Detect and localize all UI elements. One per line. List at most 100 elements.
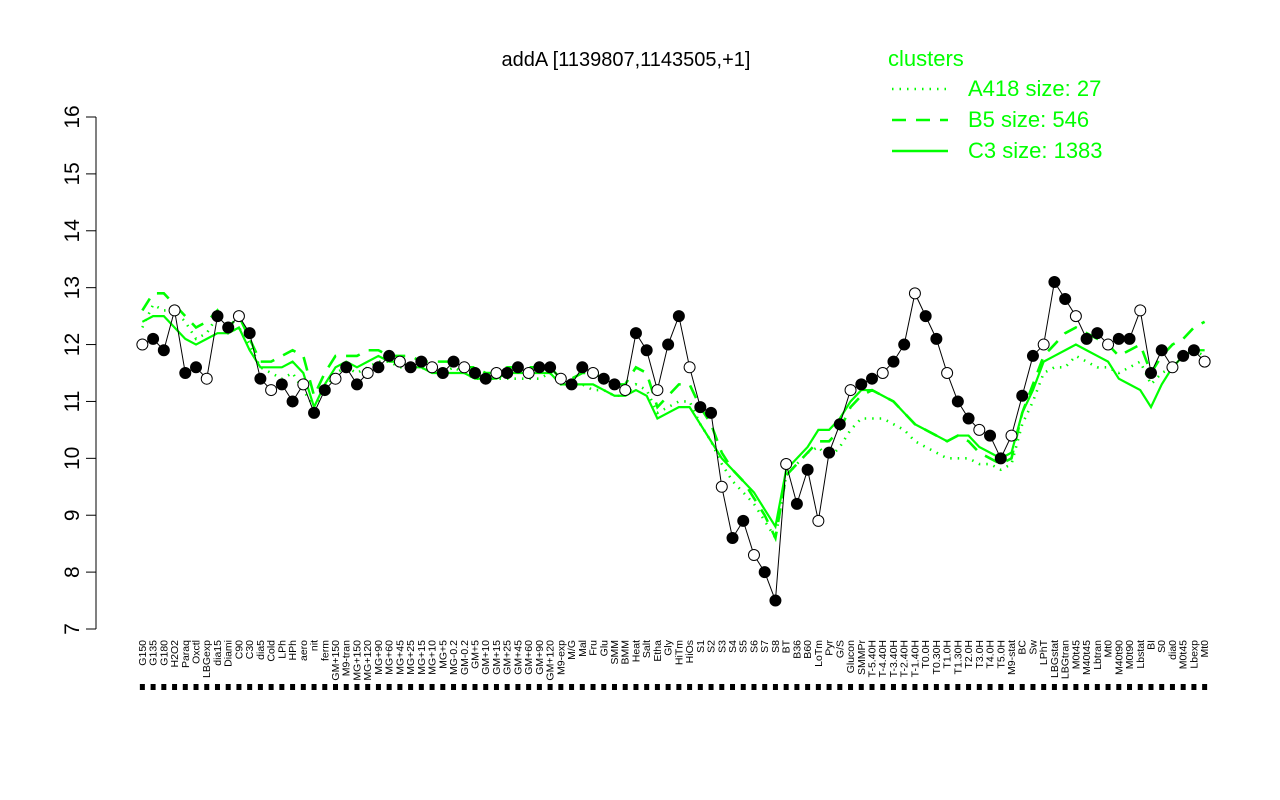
points-layer <box>136 275 1211 607</box>
data-point <box>984 429 997 442</box>
data-point <box>608 378 621 391</box>
x-tick-label: MG+120 <box>362 640 374 681</box>
data-point <box>1177 349 1190 362</box>
rug-mark <box>493 684 499 690</box>
x-tick-label: GM+90 <box>534 640 546 675</box>
data-point <box>1155 344 1168 357</box>
x-tick-label: G135 <box>148 640 160 666</box>
x-tick-label: GM+60 <box>523 640 535 675</box>
rug-mark <box>182 684 188 690</box>
x-tick-label: S6 <box>748 640 760 653</box>
data-point <box>866 372 879 385</box>
data-point <box>672 310 685 323</box>
data-point <box>876 367 889 379</box>
rug-mark <box>676 684 682 690</box>
x-tick-label: BMM <box>620 640 632 665</box>
x-tick-label: M0t90 <box>1124 640 1136 669</box>
rug-mark <box>408 684 414 690</box>
data-point <box>286 395 299 408</box>
data-point <box>683 361 696 374</box>
data-point <box>243 327 256 340</box>
x-tick-label: Gly <box>663 639 675 656</box>
data-point <box>404 361 417 374</box>
y-tick-label: 14 <box>61 219 84 243</box>
data-point <box>941 367 954 379</box>
x-tick-label: MG+10 <box>427 640 439 675</box>
data-point <box>190 361 203 374</box>
data-point <box>887 355 900 368</box>
data-point <box>1026 349 1039 362</box>
rug-mark <box>311 684 317 690</box>
data-point <box>769 594 782 607</box>
rug-mark <box>998 684 1004 690</box>
data-point <box>790 497 803 510</box>
rug-mark <box>633 684 639 690</box>
x-tick-label: BT <box>781 639 793 653</box>
rug-mark <box>1180 684 1186 690</box>
x-tick-label: SMMPr <box>856 640 868 676</box>
x-tick-label: C90 <box>233 640 245 659</box>
rug-mark <box>665 684 671 690</box>
series-line-dashed <box>141 292 1206 543</box>
x-tick-label: Pyr <box>824 639 836 655</box>
rug-mark <box>547 684 553 690</box>
data-point <box>447 355 460 368</box>
rug-mark <box>815 684 821 690</box>
rug-mark <box>354 684 360 690</box>
rug-mark <box>429 684 435 690</box>
rug-mark <box>204 684 210 690</box>
rug-mark <box>161 684 167 690</box>
x-tick-label: M40t90 <box>1113 640 1125 675</box>
rug-mark <box>1148 684 1154 690</box>
rug-mark <box>590 684 596 690</box>
series-line-addA <box>142 280 1205 601</box>
rug-mark <box>654 684 660 690</box>
rug-mark <box>955 684 961 690</box>
y-tick-label: 16 <box>61 105 84 128</box>
rug-mark <box>1062 684 1068 690</box>
rug-mark <box>440 684 446 690</box>
rug-mark <box>536 684 542 690</box>
x-tick-label: GM+120 <box>545 640 557 681</box>
rug-mark <box>1127 684 1133 690</box>
x-tick-label: M40t45 <box>1081 640 1093 675</box>
rug-mark <box>890 684 896 690</box>
data-point <box>136 338 149 351</box>
data-point <box>147 332 160 345</box>
y-tick-label: 11 <box>61 391 84 413</box>
data-point <box>522 367 535 379</box>
rug-mark <box>880 684 886 690</box>
x-tick-label: MG+60 <box>384 640 396 675</box>
rug-mark <box>719 684 725 690</box>
data-point <box>436 367 449 379</box>
data-point <box>898 338 911 351</box>
x-tick-label: Glu <box>598 640 610 657</box>
data-point <box>533 361 546 374</box>
x-tick-label: T0.30H <box>931 640 943 674</box>
data-point <box>501 367 514 379</box>
rug-mark <box>333 684 339 690</box>
x-tick-label: H2O2 <box>169 640 181 668</box>
rug-mark <box>708 684 714 690</box>
y-tick-label: 13 <box>61 276 84 299</box>
data-point <box>1005 429 1018 442</box>
y-axis: 7 8 9 10 11 12 13 14 15 16 <box>61 105 97 635</box>
rug-mark <box>987 684 993 690</box>
rug-mark <box>225 684 231 690</box>
rug-mark <box>1073 684 1079 690</box>
legend-label: A418 size: 27 <box>968 76 1101 101</box>
x-tick-label: Mt0 <box>1199 640 1211 658</box>
x-tick-label: S4 <box>727 640 739 653</box>
x-tick-label: LBGexp <box>201 640 213 678</box>
data-point <box>468 367 481 379</box>
data-point <box>1016 389 1029 402</box>
rug-mark <box>150 684 156 690</box>
x-tick-label: aero <box>298 640 310 661</box>
rug-mark <box>644 684 650 690</box>
data-point <box>490 367 503 379</box>
data-point <box>479 372 492 385</box>
data-point <box>565 378 578 391</box>
x-tick-label: Fru <box>588 640 600 656</box>
legend-label: C3 size: 1383 <box>968 138 1103 163</box>
data-point <box>1112 332 1125 345</box>
